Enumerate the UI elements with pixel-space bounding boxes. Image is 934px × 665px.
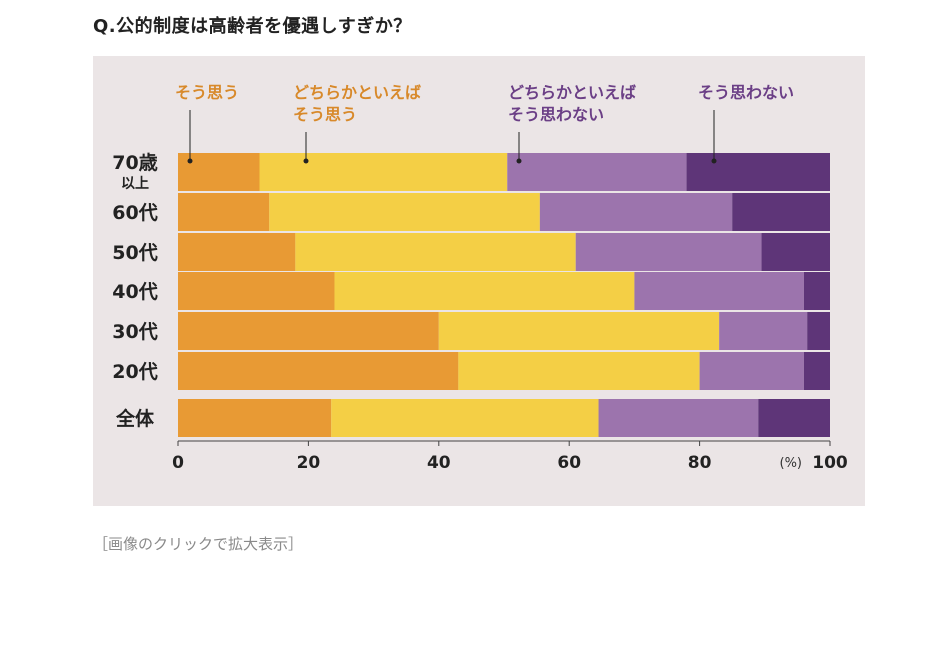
legend-label: どちらかといえば: [293, 83, 421, 102]
bar-segment: [761, 233, 830, 271]
legend-label: そう思う: [175, 83, 239, 102]
bar-segment: [803, 352, 830, 390]
bar-segment: [803, 272, 830, 310]
bar-segment: [334, 272, 635, 310]
bar-segment: [178, 352, 459, 390]
question-title: Q.公的制度は高齢者を優遇しすぎか？: [93, 16, 412, 37]
bar-segment: [269, 193, 540, 231]
bar-segment: [295, 233, 576, 271]
x-axis-unit: (%): [780, 456, 803, 471]
category-label: 20代: [112, 361, 157, 383]
legend-label: そう思う: [293, 105, 357, 124]
bar-segment: [575, 233, 762, 271]
bar-segment: [699, 352, 804, 390]
bar-segment: [758, 399, 830, 437]
category-label: 40代: [112, 281, 157, 303]
legend-label: そう思わない: [508, 105, 604, 124]
x-tick-label: 80: [688, 453, 712, 473]
bar-segment: [331, 399, 599, 437]
category-label: 30代: [112, 321, 157, 343]
bar-segment: [458, 352, 700, 390]
bar-segment: [732, 193, 830, 231]
bar-segment: [178, 399, 332, 437]
bar-segment: [634, 272, 804, 310]
bar-segment: [598, 399, 759, 437]
bar-segment: [178, 233, 296, 271]
bar-segment: [686, 153, 830, 191]
category-label: 60代: [112, 202, 157, 224]
legend-label: どちらかといえば: [508, 83, 636, 102]
bar-segment: [719, 312, 808, 350]
category-label: 以上: [121, 176, 149, 192]
x-tick-label: 100: [812, 453, 848, 473]
bar-segment: [178, 272, 335, 310]
x-tick-label: 60: [557, 453, 581, 473]
legend-label: そう思わない: [698, 83, 794, 102]
bar-segment: [178, 193, 270, 231]
bar-segment: [259, 153, 508, 191]
legend-leader-dot: [516, 158, 522, 164]
x-tick-label: 20: [297, 453, 321, 473]
bar-segment: [807, 312, 830, 350]
bar-segment: [438, 312, 720, 350]
category-label: 全体: [115, 407, 155, 430]
category-label: 70歳: [112, 152, 157, 174]
bar-segment: [539, 193, 733, 231]
x-tick-label: 40: [427, 453, 451, 473]
bar-segment: [178, 312, 439, 350]
legend-leader-dot: [303, 158, 309, 164]
bar-segment: [507, 153, 687, 191]
chart-panel: 70歳 以上 60代 50代 40代 30代 20代 全体 そう思う どちらかといえば そう思う どち…: [93, 56, 865, 506]
x-tick-label: 0: [172, 453, 184, 473]
legend-leader-dot: [711, 158, 717, 164]
category-label: 50代: [112, 242, 157, 264]
enlarge-image-link[interactable]: ［画像のクリックで拡大表示］: [93, 535, 304, 553]
legend-leader-dot: [187, 158, 193, 164]
